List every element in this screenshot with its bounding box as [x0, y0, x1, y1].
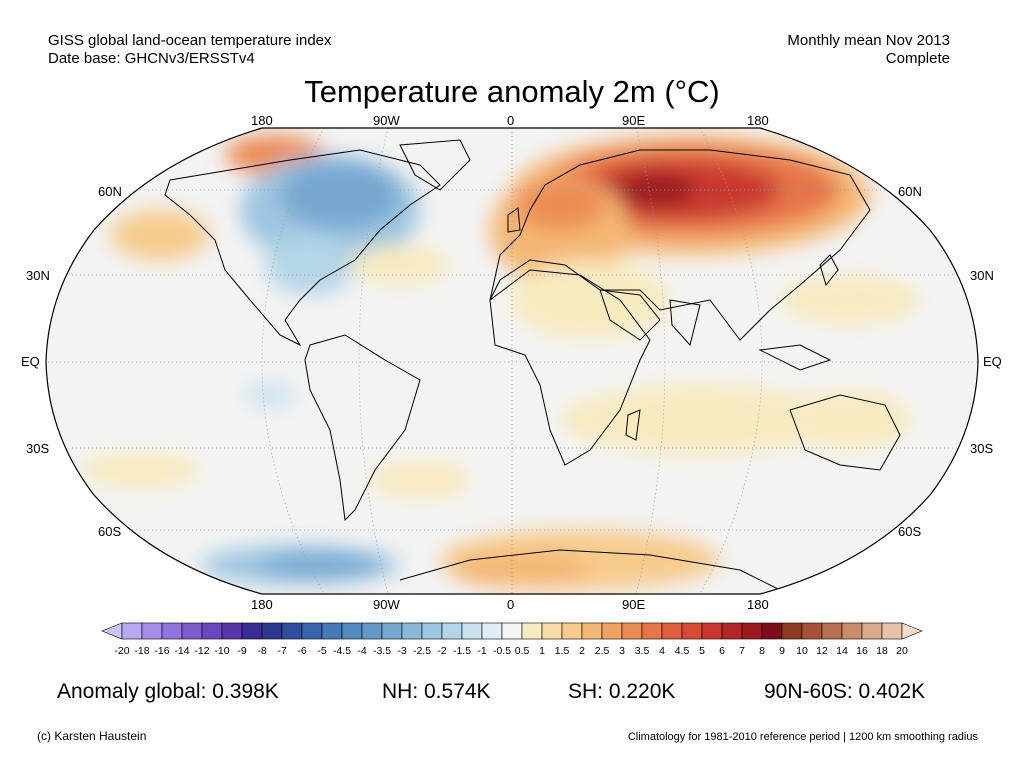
colorbar-box — [622, 623, 642, 639]
colorbar-box — [802, 623, 822, 639]
colorbar-box — [642, 623, 662, 639]
colorbar-box — [582, 623, 602, 639]
colorbar-box — [362, 623, 382, 639]
colorbar: -20 -18 -16 -14 -12 -10 -9 -8 -7 -6 -5 -4.5 -4 -3.5 -3… — [0, 615, 1024, 665]
colorbar-box — [562, 623, 582, 639]
colorbar-box — [342, 623, 362, 639]
colorbar-box — [842, 623, 862, 639]
colorbar-tick-label: -8 — [257, 645, 266, 657]
colorbar-tick-label: 1 — [539, 645, 545, 657]
stat-nh: NH: 0.574K — [382, 680, 491, 704]
colorbar-tick-label: 16 — [856, 645, 868, 657]
colorbar-box — [162, 623, 182, 639]
colorbar-tick-label: 12 — [816, 645, 828, 657]
colorbar-tick-label: 20 — [896, 645, 908, 657]
colorbar-box — [302, 623, 322, 639]
colorbar-tick-label: 0.5 — [515, 645, 530, 657]
colorbar-tick-label: 3.5 — [635, 645, 650, 657]
colorbar-tick-label: -18 — [134, 645, 149, 657]
colorbar-box — [182, 623, 202, 639]
colorbar-box — [382, 623, 402, 639]
colorbar-tick-label: -7 — [277, 645, 286, 657]
stat-global: Anomaly global: 0.398K — [57, 680, 279, 704]
colorbar-box — [122, 623, 142, 639]
colorbar-box — [262, 623, 282, 639]
colorbar-box — [522, 623, 542, 639]
colorbar-tick-label: -16 — [154, 645, 169, 657]
colorbar-box — [882, 623, 902, 639]
colorbar-box — [282, 623, 302, 639]
colorbar-box — [442, 623, 462, 639]
colorbar-tick-label: -4.5 — [333, 645, 351, 657]
colorbar-box — [422, 623, 442, 639]
colorbar-tick-label: 4 — [659, 645, 665, 657]
colorbar-tick-label: -2 — [437, 645, 446, 657]
colorbar-tick-label: -1.5 — [453, 645, 471, 657]
colorbar-tick-label: -5 — [317, 645, 326, 657]
colorbar-tick-label: -12 — [194, 645, 209, 657]
colorbar-labels: -20 -18 -16 -14 -12 -10 -9 -8 -7 -6 -5 -4.5 -4 -3.5 -3… — [114, 645, 908, 657]
anomaly-field — [40, 120, 985, 600]
colorbar-box — [502, 623, 522, 639]
footer-credit: (c) Karsten Haustein — [37, 729, 146, 743]
colorbar-tick-label: 7 — [739, 645, 745, 657]
colorbar-tick-label: 2 — [579, 645, 585, 657]
colorbar-tick-label: 2.5 — [595, 645, 610, 657]
colorbar-end-low — [102, 623, 122, 639]
colorbar-tick-label: -1 — [477, 645, 486, 657]
colorbar-tick-label: 8 — [759, 645, 765, 657]
colorbar-tick-label: -0.5 — [493, 645, 511, 657]
colorbar-tick-label: 10 — [796, 645, 808, 657]
stat-sh: SH: 0.220K — [568, 680, 675, 704]
colorbar-box — [142, 623, 162, 639]
colorbar-tick-label: -2.5 — [413, 645, 431, 657]
colorbar-box — [682, 623, 702, 639]
colorbar-tick-label: 5 — [699, 645, 705, 657]
colorbar-tick-label: -6 — [297, 645, 306, 657]
colorbar-box — [322, 623, 342, 639]
colorbar-tick-label: 3 — [619, 645, 625, 657]
colorbar-box — [402, 623, 422, 639]
colorbar-tick-label: 14 — [836, 645, 848, 657]
footer-note: Climatology for 1981-2010 reference peri… — [628, 731, 978, 743]
colorbar-tick-label: -10 — [214, 645, 229, 657]
colorbar-tick-label: 9 — [779, 645, 785, 657]
colorbar-tick-label: -3.5 — [373, 645, 391, 657]
colorbar-box — [542, 623, 562, 639]
colorbar-box — [222, 623, 242, 639]
colorbar-box — [482, 623, 502, 639]
colorbar-box — [702, 623, 722, 639]
colorbar-box — [202, 623, 222, 639]
colorbar-tick-label: -9 — [237, 645, 246, 657]
stat-polar: 90N-60S: 0.402K — [764, 680, 925, 704]
colorbar-box — [602, 623, 622, 639]
colorbar-tick-label: -20 — [114, 645, 129, 657]
colorbar-box — [662, 623, 682, 639]
colorbar-box — [742, 623, 762, 639]
colorbar-box — [242, 623, 262, 639]
colorbar-box — [462, 623, 482, 639]
colorbar-tick-label: -3 — [397, 645, 406, 657]
colorbar-tick-label: -14 — [174, 645, 189, 657]
colorbar-boxes — [102, 623, 922, 639]
colorbar-box — [782, 623, 802, 639]
colorbar-box — [862, 623, 882, 639]
colorbar-tick-label: -4 — [357, 645, 366, 657]
colorbar-tick-label: 6 — [719, 645, 725, 657]
colorbar-end-high — [902, 623, 922, 639]
colorbar-tick-label: 1.5 — [555, 645, 570, 657]
colorbar-box — [762, 623, 782, 639]
colorbar-box — [722, 623, 742, 639]
colorbar-box — [822, 623, 842, 639]
colorbar-tick-label: 18 — [876, 645, 888, 657]
colorbar-tick-label: 4.5 — [675, 645, 690, 657]
